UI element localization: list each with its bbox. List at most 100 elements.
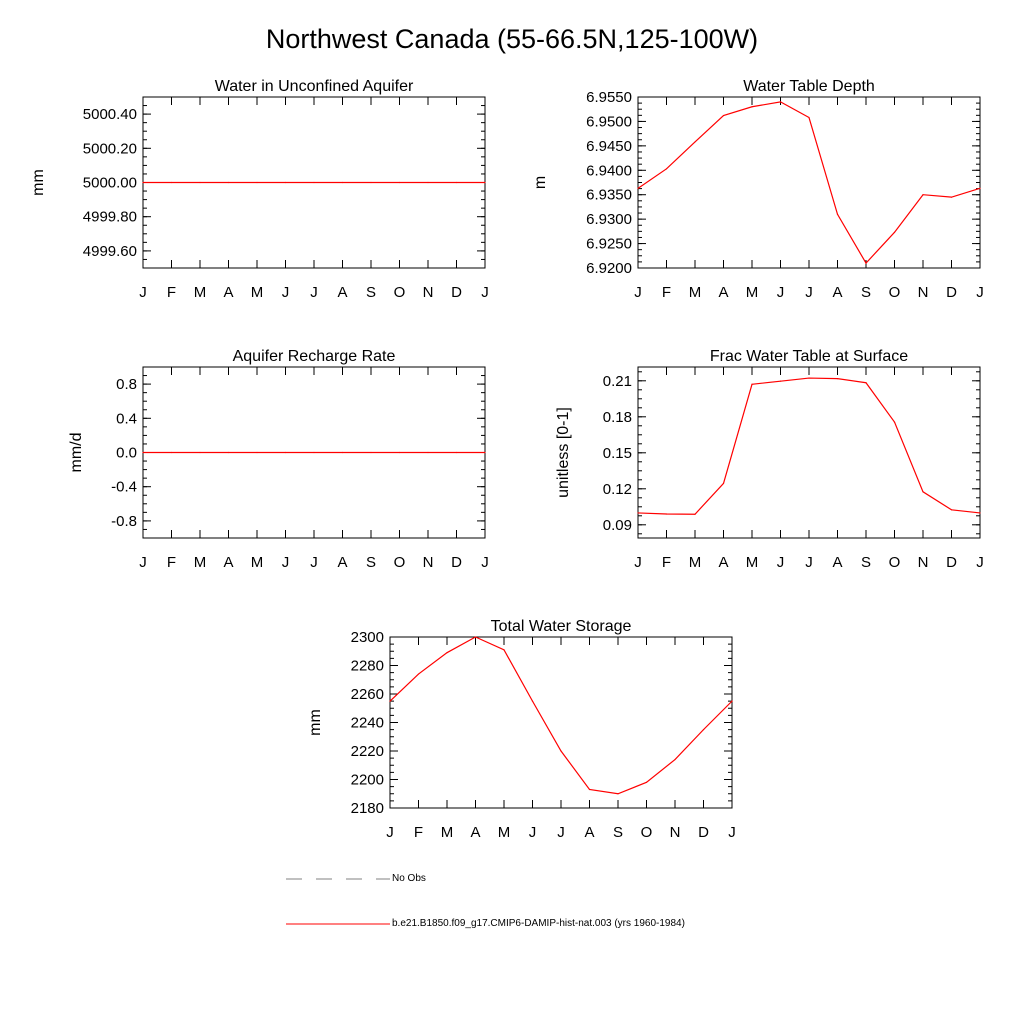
data-point — [256, 181, 258, 184]
series-line — [389, 636, 733, 795]
data-point — [979, 512, 981, 514]
data-point — [702, 729, 705, 731]
x-tick-label: J — [777, 554, 785, 571]
y-tick-label: 6.9500 — [586, 113, 632, 130]
x-tick-label: F — [662, 554, 671, 571]
data-point — [284, 451, 287, 454]
x-tick-label: O — [641, 824, 653, 841]
chart-title: Water in Unconfined Aquifer — [215, 78, 414, 95]
chart-title: Total Water Storage — [491, 618, 632, 635]
data-point — [722, 114, 725, 117]
legend-model-label: b.e21.B1850.f09_g17.CMIP6-DAMIP-hist-nat… — [392, 918, 685, 929]
data-point — [674, 758, 676, 761]
x-tick-label: J — [805, 284, 813, 301]
data-point — [398, 181, 401, 184]
x-tick-label: N — [423, 284, 434, 301]
data-point — [865, 262, 867, 264]
x-tick-label: D — [451, 554, 462, 571]
x-tick-label: M — [194, 554, 207, 571]
data-point — [484, 451, 486, 454]
y-tick-label: 2300 — [351, 629, 384, 646]
plot-frame — [637, 366, 981, 539]
data-point — [694, 141, 696, 143]
data-point — [645, 781, 648, 783]
y-tick-label: 6.9250 — [586, 236, 632, 253]
y-tick-label: 5000.20 — [83, 140, 137, 157]
y-tick-label: 6.9300 — [586, 211, 632, 228]
data-point — [284, 181, 287, 184]
y-tick-label: 0.09 — [603, 517, 632, 534]
data-point — [836, 213, 839, 215]
data-point — [751, 383, 753, 385]
y-axis-label: mm — [307, 709, 324, 736]
data-point — [808, 377, 810, 379]
x-tick-label: A — [584, 824, 594, 841]
data-point — [170, 181, 173, 184]
x-tick-label: S — [613, 824, 623, 841]
x-tick-label: M — [746, 554, 759, 571]
x-tick-label: S — [366, 284, 376, 301]
data-point — [455, 451, 458, 454]
y-tick-label: 2260 — [351, 686, 384, 703]
data-point — [199, 181, 201, 184]
y-tick-label: 2200 — [351, 772, 384, 789]
x-tick-label: O — [889, 284, 901, 301]
x-tick-label: M — [498, 824, 511, 841]
x-tick-label: N — [918, 284, 929, 301]
data-point — [979, 187, 981, 189]
x-tick-label: J — [634, 284, 642, 301]
y-tick-label: 6.9350 — [586, 187, 632, 204]
data-point — [865, 382, 867, 384]
y-tick-label: 6.9400 — [586, 162, 632, 179]
legend-obs-label: No Obs — [392, 873, 426, 884]
data-point — [341, 451, 344, 454]
x-tick-label: J — [282, 284, 290, 301]
x-tick-label: M — [194, 284, 207, 301]
data-point — [313, 451, 315, 454]
y-tick-label: 6.9200 — [586, 260, 632, 277]
x-tick-label: A — [832, 554, 842, 571]
x-tick-label: F — [167, 554, 176, 571]
x-tick-label: A — [223, 554, 233, 571]
data-point — [389, 700, 391, 702]
x-tick-label: M — [689, 554, 702, 571]
data-point — [751, 106, 753, 108]
data-point — [398, 451, 401, 454]
data-point — [588, 788, 591, 791]
data-point — [779, 101, 782, 103]
x-tick-label: S — [366, 554, 376, 571]
x-tick-label: S — [861, 554, 871, 571]
y-tick-label: 0.8 — [116, 376, 137, 393]
x-tick-label: J — [557, 824, 565, 841]
x-tick-label: J — [139, 284, 147, 301]
chart-title: Frac Water Table at Surface — [710, 348, 908, 365]
plot-frame — [637, 96, 981, 269]
x-tick-label: A — [718, 284, 728, 301]
chart-title: Aquifer Recharge Rate — [233, 348, 396, 365]
y-axis-label: mm — [30, 169, 47, 196]
x-tick-label: M — [441, 824, 454, 841]
data-point — [170, 451, 173, 454]
data-point — [484, 181, 486, 184]
y-tick-label: 5000.00 — [83, 175, 137, 192]
x-tick-label: S — [861, 284, 871, 301]
y-tick-label: 2220 — [351, 743, 384, 760]
data-point — [341, 181, 344, 184]
data-point — [950, 196, 953, 198]
data-point — [722, 482, 725, 484]
y-tick-label: 4999.80 — [83, 209, 137, 226]
x-tick-label: O — [889, 554, 901, 571]
x-tick-label: J — [282, 554, 290, 571]
data-point — [637, 512, 639, 514]
y-tick-label: 2180 — [351, 800, 384, 817]
data-point — [474, 636, 477, 638]
x-tick-label: F — [662, 284, 671, 301]
data-point — [922, 491, 924, 493]
chart-title: Water Table Depth — [743, 78, 875, 95]
